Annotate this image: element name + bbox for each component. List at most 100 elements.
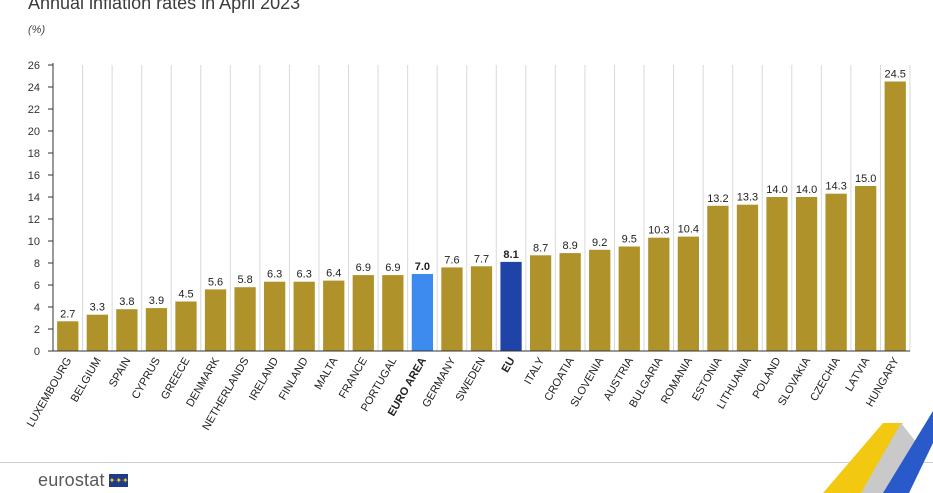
value-label-finland: 6.3 — [297, 269, 312, 281]
bar-italy — [529, 255, 552, 351]
bar-czechia — [825, 193, 847, 351]
bar-denmark — [204, 289, 227, 351]
value-label-poland: 14.0 — [766, 184, 787, 196]
bar-greece — [175, 301, 197, 351]
y-tick-label: 26 — [28, 60, 40, 72]
corner-yellow-stripe — [823, 423, 903, 493]
value-label-eu: 8.1 — [503, 249, 518, 261]
y-tick-label: 12 — [28, 214, 40, 226]
y-tick-label: 22 — [28, 104, 40, 116]
value-label-malta: 6.4 — [326, 268, 341, 280]
category-label-finland: FINLAND — [277, 355, 311, 402]
category-label-latvia: LATVIA — [843, 355, 872, 394]
category-label-sweden: SWEDEN — [454, 355, 489, 403]
y-tick-label: 14 — [28, 192, 40, 204]
grid-lines — [52, 65, 911, 351]
category-label-italy: ITALY — [522, 355, 547, 387]
bar-slovakia — [795, 197, 818, 351]
bar-euro-area — [411, 274, 434, 351]
y-axis-unit: (%) — [28, 24, 46, 36]
value-label-denmark: 5.6 — [208, 276, 223, 288]
category-label-poland: POLAND — [751, 355, 784, 400]
y-tick-label: 20 — [28, 126, 40, 138]
value-label-slovakia: 14.0 — [796, 184, 817, 196]
logo-text: eurostat — [38, 470, 105, 490]
value-label-romania: 10.4 — [678, 224, 699, 236]
y-tick-label: 24 — [28, 82, 40, 94]
category-label-greece: GREECE — [159, 356, 193, 402]
value-label-euro-area: 7.0 — [415, 261, 430, 273]
value-label-bulgaria: 10.3 — [648, 225, 669, 237]
bar-portugal — [382, 275, 404, 351]
y-tick-label: 6 — [34, 280, 40, 292]
value-label-ireland: 6.3 — [267, 269, 282, 281]
value-label-czechia: 14.3 — [825, 181, 846, 193]
value-label-greece: 4.5 — [178, 289, 193, 301]
category-label-malta: MALTA — [312, 355, 340, 392]
bar-luxembourg — [57, 321, 79, 351]
y-tick-label: 16 — [28, 170, 40, 182]
bar-romania — [677, 236, 700, 351]
bar-poland — [766, 197, 788, 351]
bar-cyprus — [145, 308, 168, 351]
bar-latvia — [855, 186, 877, 351]
chart-title: Annual inflation rates in April 2023 — [28, 0, 301, 13]
category-label-spain: SPAIN — [107, 355, 134, 389]
value-label-belgium: 3.3 — [90, 302, 105, 314]
bar-bulgaria — [648, 237, 670, 351]
value-labels: 2.7 3.3 3.8 3.9 4.5 5.6 5.8 6.3 6.3 6.4 6.9 6.9 7.0 7… — [60, 69, 906, 321]
value-label-slovenia: 9.2 — [592, 237, 607, 249]
bar-germany — [441, 267, 463, 351]
y-tick-label: 10 — [28, 236, 40, 248]
value-label-france: 6.9 — [356, 262, 371, 274]
bar-austria — [618, 246, 640, 351]
value-label-lithuania: 13.3 — [737, 192, 758, 204]
bar-hungary — [884, 81, 906, 351]
eurostat-logo: eurostat ✦✦✦ — [38, 470, 129, 491]
value-label-hungary: 24.5 — [885, 69, 906, 81]
bar-croatia — [559, 253, 581, 351]
bar-slovenia — [589, 249, 611, 351]
value-label-portugal: 6.9 — [385, 262, 400, 274]
footer-divider — [0, 462, 933, 463]
bar-malta — [323, 280, 345, 351]
value-label-latvia: 15.0 — [855, 173, 876, 185]
category-label-cyprus: CYPRUS — [130, 356, 163, 402]
value-label-spain: 3.8 — [119, 296, 134, 308]
value-label-italy: 8.7 — [533, 242, 548, 254]
value-label-netherlands: 5.8 — [237, 274, 252, 286]
bar-lithuania — [736, 204, 759, 351]
y-tick-label: 2 — [34, 324, 40, 336]
bar-eu — [500, 261, 522, 351]
bar-netherlands — [234, 287, 256, 351]
value-label-austria: 9.5 — [622, 234, 637, 246]
value-label-sweden: 7.7 — [474, 253, 489, 265]
bar-france — [352, 275, 374, 351]
bars — [57, 81, 906, 351]
bar-ireland — [263, 281, 286, 351]
bar-spain — [116, 309, 138, 351]
corner-decoration — [823, 411, 933, 493]
category-label-eu: EU — [500, 355, 518, 374]
value-label-cyprus: 3.9 — [149, 295, 164, 307]
y-tick-label: 18 — [28, 148, 40, 160]
y-tick-label: 0 — [34, 346, 40, 358]
category-label-czechia: CZECHIA — [808, 355, 843, 403]
bar-sweden — [470, 266, 493, 351]
bar-finland — [293, 281, 315, 351]
value-label-luxembourg: 2.7 — [60, 308, 75, 320]
bar-belgium — [86, 314, 108, 351]
value-label-estonia: 13.2 — [707, 193, 728, 205]
category-label-belgium: BELGIUM — [69, 356, 104, 405]
category-label-luxembourg: LUXEMBOURG — [25, 356, 75, 430]
axes — [52, 63, 910, 352]
y-tick-label: 4 — [34, 302, 40, 314]
y-tick-label: 8 — [34, 258, 40, 270]
category-label-france: FRANCE — [337, 356, 370, 401]
corner-blue-stripe — [883, 411, 933, 493]
value-label-germany: 7.6 — [444, 254, 459, 266]
value-label-croatia: 8.9 — [563, 240, 578, 252]
